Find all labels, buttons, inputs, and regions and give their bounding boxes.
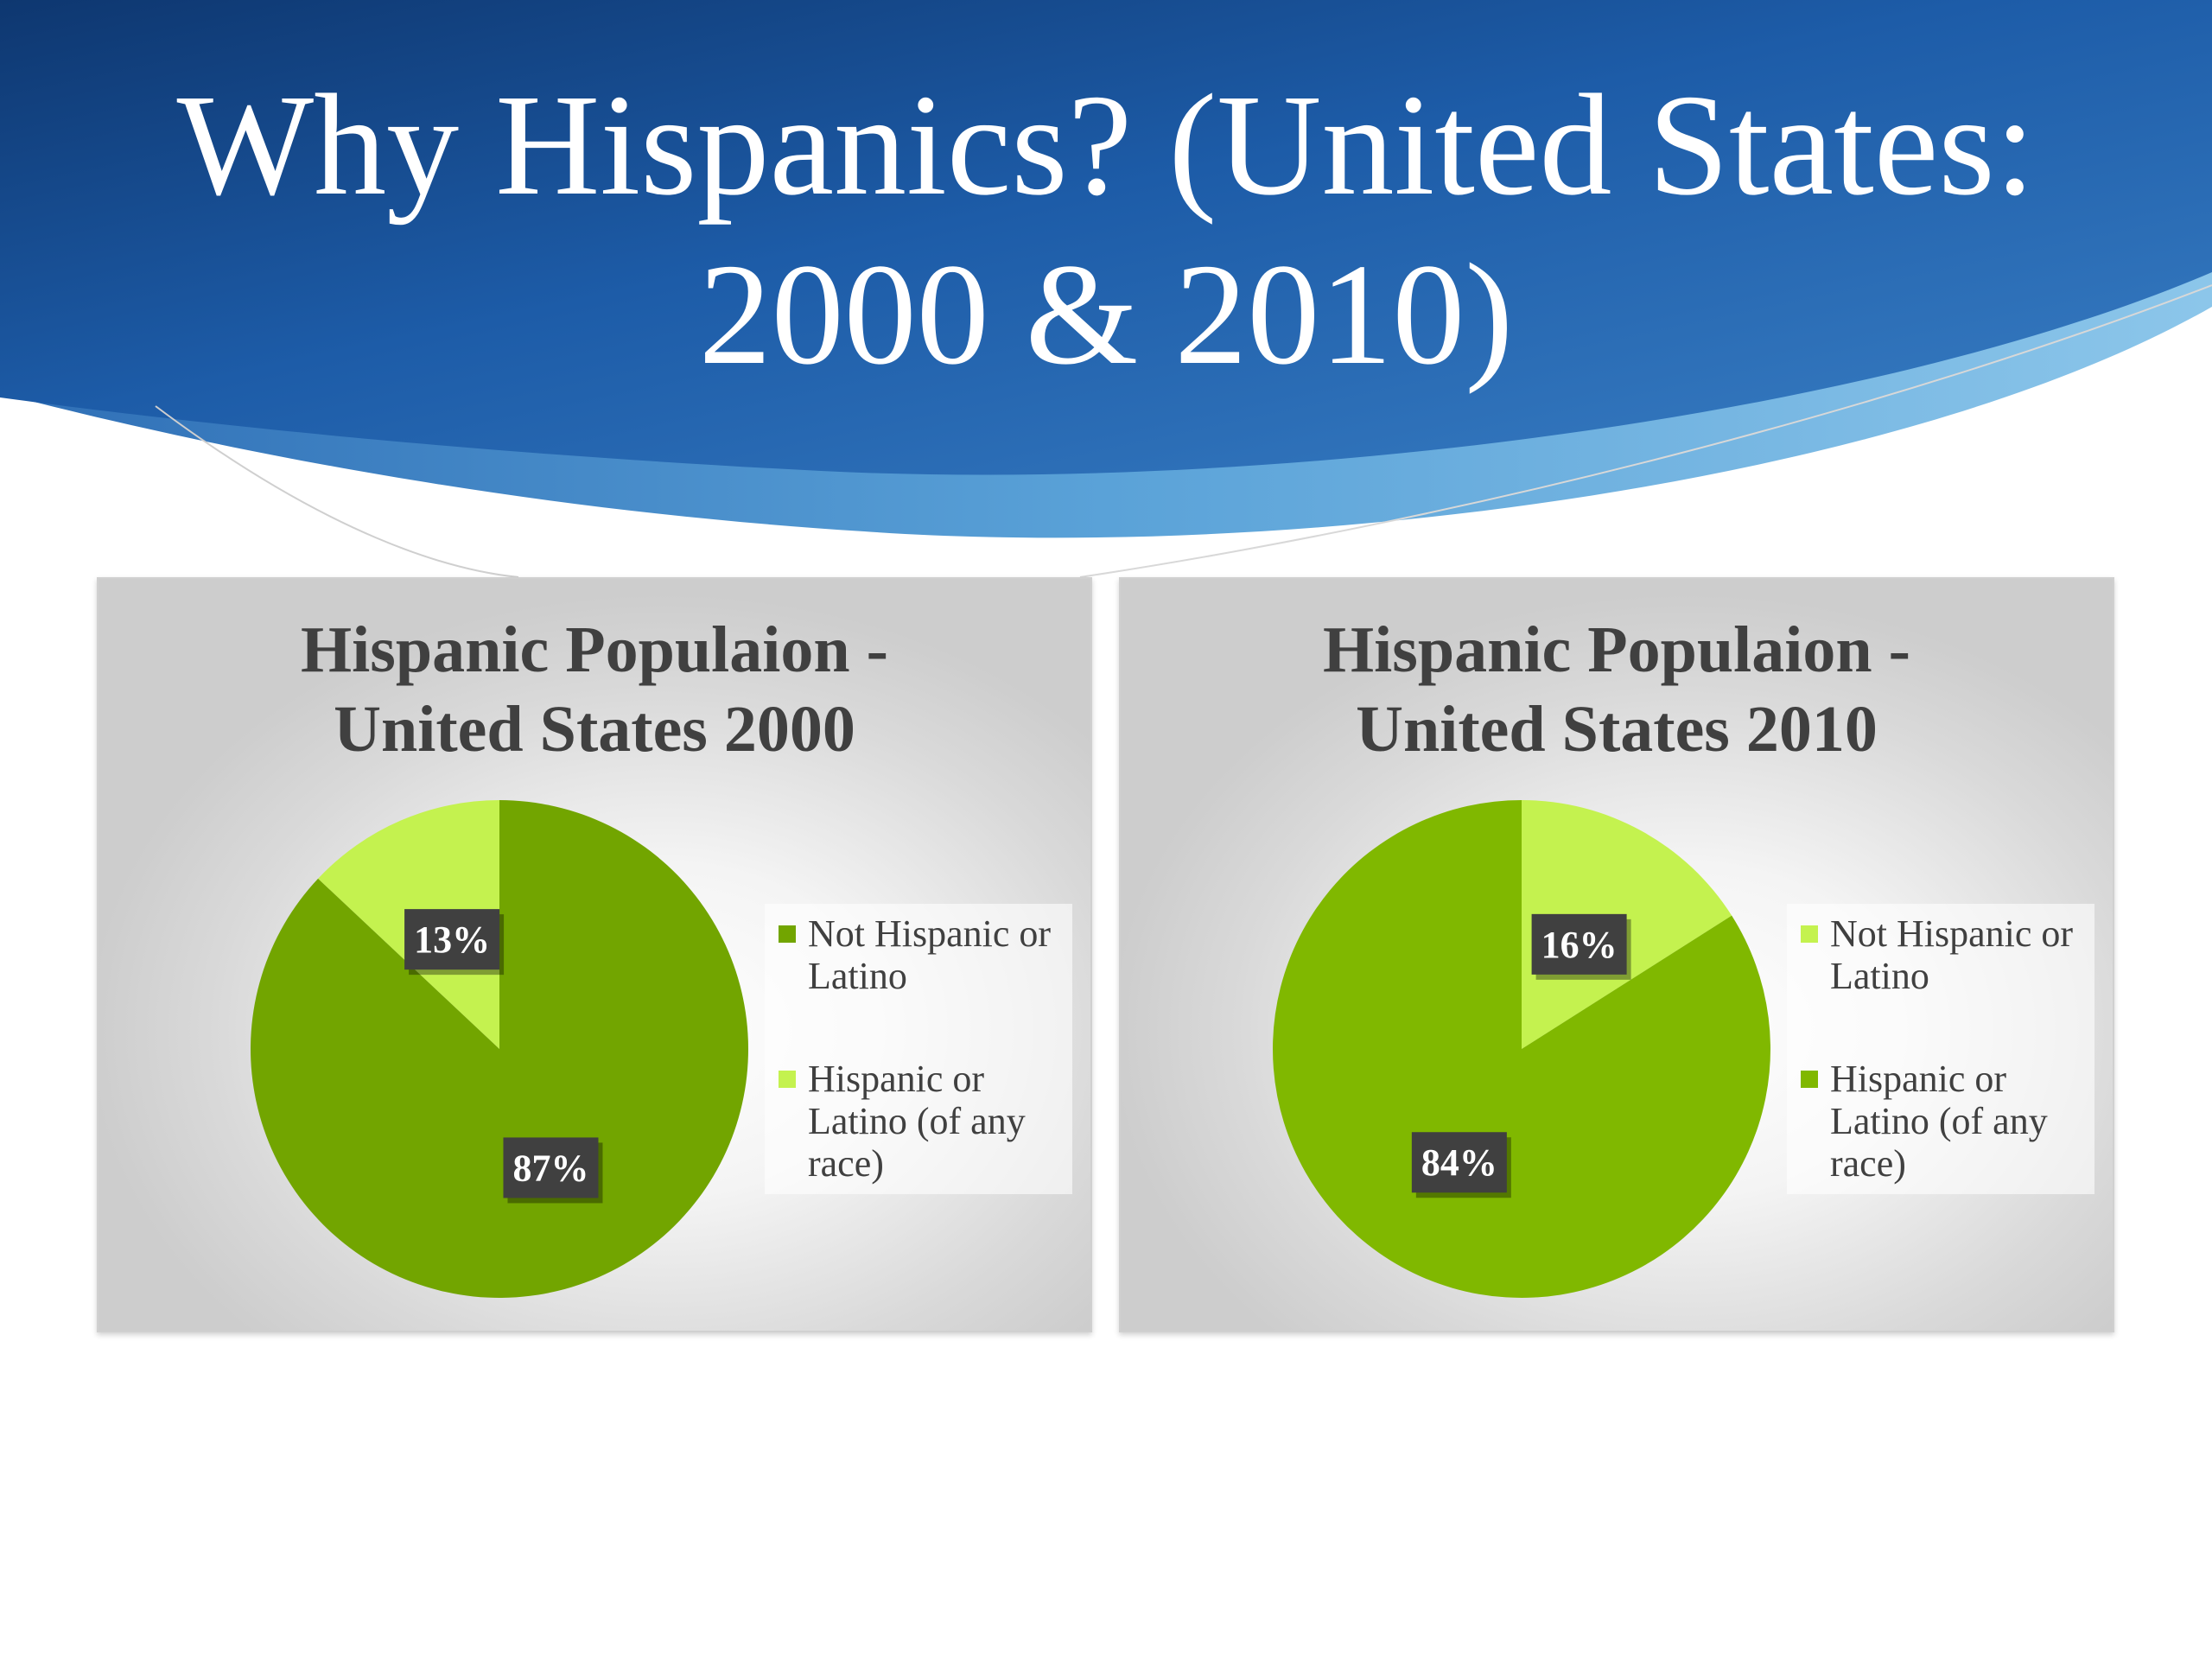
chart-title-line-2: United States 2010 xyxy=(1356,693,1878,766)
legend-label-line: Not Hispanic or xyxy=(1830,912,2074,955)
slide-title-line-1: Why Hispanics? (United States: xyxy=(176,65,2036,226)
data-label-text: 87% xyxy=(512,1147,588,1189)
pie-slice xyxy=(1273,800,1770,1298)
data-label: 16% xyxy=(1531,913,1631,980)
slide-title: Why Hispanics? (United States: 2000 & 20… xyxy=(69,60,2143,399)
legend-swatch xyxy=(1801,1071,1818,1088)
legend-label: Not Hispanic or Latino xyxy=(1830,912,2098,997)
chart-legend: Not Hispanic or Latino Hispanic or Latin… xyxy=(765,904,1072,1194)
data-label-text: 13% xyxy=(414,918,490,961)
legend-label: Hispanic or Latino (of any race) xyxy=(1830,1058,2098,1185)
chart-title-line-1: Hispanic Populaion - xyxy=(301,613,888,686)
legend-label-line: Latino xyxy=(808,955,907,997)
data-label: 87% xyxy=(503,1137,603,1204)
legend-label-line: Hispanic or xyxy=(808,1058,985,1100)
banner-swoosh-line-right xyxy=(1079,284,2212,578)
chart-panel-2010: Hispanic Populaion - United States 2010 … xyxy=(1119,577,2114,1332)
pie-chart-2010: 16% 84% xyxy=(1273,800,1770,1298)
legend-swatch xyxy=(779,925,796,943)
legend-label-line: race) xyxy=(808,1142,884,1185)
chart-title: Hispanic Populaion - United States 2000 xyxy=(99,610,1090,769)
legend-label-line: Latino (of any xyxy=(808,1100,1026,1142)
chart-title-line-1: Hispanic Populaion - xyxy=(1323,613,1910,686)
banner-dark-shape xyxy=(0,0,2212,475)
legend-label-line: Hispanic or xyxy=(1830,1058,2007,1100)
chart-legend: Not Hispanic or Latino Hispanic or Latin… xyxy=(1787,904,2094,1194)
pie-slice xyxy=(251,800,749,1298)
banner-swoosh-line xyxy=(155,405,519,578)
data-label-box xyxy=(1531,913,1627,975)
data-label-box xyxy=(404,909,500,970)
pie-chart-2000: 13% 87% xyxy=(251,800,749,1298)
legend-label: Hispanic or Latino (of any race) xyxy=(808,1058,1076,1185)
chart-panel-2000: Hispanic Populaion - United States 2000 … xyxy=(97,577,1092,1332)
data-label: 84% xyxy=(1411,1132,1511,1198)
title-banner xyxy=(0,0,2212,578)
chart-title: Hispanic Populaion - United States 2010 xyxy=(1121,610,2113,769)
data-label-box xyxy=(503,1137,599,1198)
legend-label-line: Latino (of any xyxy=(1830,1100,2048,1142)
legend-label-line: Latino xyxy=(1830,955,1929,997)
legend-label-line: race) xyxy=(1830,1142,1906,1185)
data-label-text: 16% xyxy=(1541,924,1618,966)
chart-title-line-2: United States 2000 xyxy=(334,693,855,766)
data-label-box xyxy=(1411,1132,1507,1193)
slide-title-line-2: 2000 & 2010) xyxy=(698,234,1514,395)
legend-label: Not Hispanic or Latino xyxy=(808,912,1076,997)
legend-swatch xyxy=(1801,925,1818,943)
legend-label-line: Not Hispanic or xyxy=(808,912,1052,955)
data-label: 13% xyxy=(404,909,505,976)
legend-swatch xyxy=(779,1071,796,1088)
data-label-text: 84% xyxy=(1421,1141,1497,1184)
